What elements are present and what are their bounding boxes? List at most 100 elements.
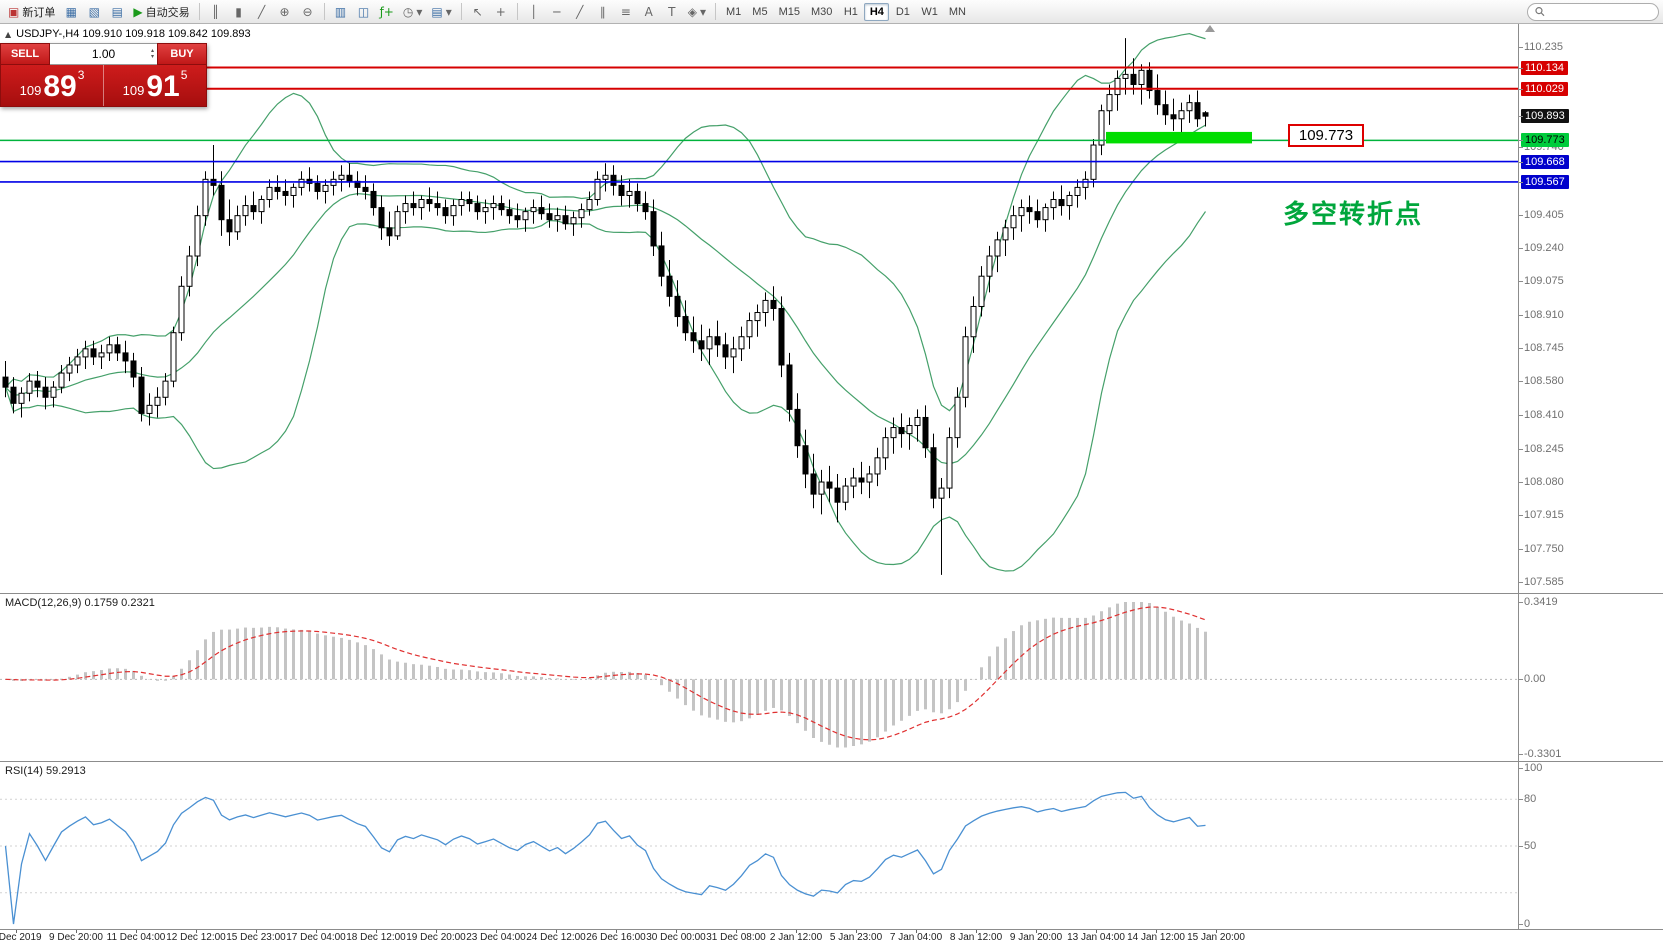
auto-trading-icon: ▶ <box>133 4 143 19</box>
axis-tick <box>1519 181 1523 183</box>
search-box[interactable] <box>1527 2 1659 21</box>
search-icon <box>1535 7 1545 17</box>
axis-tick <box>1519 754 1523 755</box>
time-axis-tick <box>676 930 677 933</box>
axis-label: 107.750 <box>1524 542 1564 555</box>
zoom-in-button[interactable]: ⊕ <box>274 2 296 22</box>
indicators-button[interactable]: ƒ+ <box>376 2 398 22</box>
vertical-line-tool-button[interactable]: │ <box>523 2 545 22</box>
axis-tick <box>1519 88 1523 90</box>
tf-M1[interactable]: M1 <box>721 3 746 21</box>
tile-windows-button[interactable]: ◫ <box>353 2 375 22</box>
panel-toggle-icon[interactable]: ▲ <box>5 29 12 39</box>
channel-icon: ∥ <box>599 4 606 19</box>
fibonacci-tool-button[interactable]: ≡ <box>615 2 637 22</box>
auto-trading-button[interactable]: ▶ 自动交易 <box>129 2 193 22</box>
axis-label: 107.585 <box>1524 575 1564 588</box>
main-chart-canvas[interactable] <box>0 24 1518 594</box>
buy-price[interactable]: 109 91 5 <box>104 65 206 106</box>
sell-button[interactable]: SELL <box>0 43 50 65</box>
panel-divider[interactable] <box>0 593 1663 594</box>
cursor-tool-button[interactable]: ↖ <box>467 2 489 22</box>
axis-label: 108.910 <box>1524 308 1564 321</box>
periods-button[interactable]: ◷ ▾ <box>399 2 427 22</box>
chevron-down-icon: ▾ <box>445 4 452 19</box>
axis-label: 109.405 <box>1524 208 1564 221</box>
time-axis-label: 19 Dec 20:00 <box>406 932 466 943</box>
new-order-button[interactable]: ▣ 新订单 <box>4 2 59 22</box>
chevron-down-icon: ▾ <box>699 4 707 19</box>
time-axis-label: 8 Jan 12:00 <box>949 932 1003 943</box>
tf-M15[interactable]: M15 <box>774 3 805 21</box>
tf-M30[interactable]: M30 <box>806 3 837 21</box>
axis-tick <box>1519 67 1523 69</box>
search-input[interactable] <box>1548 5 1651 18</box>
time-axis-tick <box>976 930 977 933</box>
time-axis-label: 12 Dec 12:00 <box>166 932 226 943</box>
time-axis-tick <box>316 930 317 933</box>
fibonacci-icon: ≡ <box>620 4 631 19</box>
time-axis-label: 9 Jan 20:00 <box>1009 932 1063 943</box>
shapes-tool-button[interactable]: ◈ ▾ <box>684 2 710 22</box>
label-tool-button[interactable]: T <box>661 2 683 22</box>
chart-root: ▲ USDJPY-,H4 109.910 109.918 109.842 109… <box>0 24 1663 944</box>
time-axis-tick <box>436 930 437 933</box>
price-axis-chip: 109.893 <box>1521 109 1569 124</box>
price-axis-chip: 109.773 <box>1521 133 1569 148</box>
channel-tool-button[interactable]: ∥ <box>592 2 614 22</box>
arrange-windows-button[interactable]: ▥ <box>330 2 352 22</box>
tf-MN[interactable]: MN <box>944 3 971 21</box>
price-annotation-box[interactable]: 109.773 <box>1288 124 1364 147</box>
axis-tick <box>1519 161 1523 163</box>
axis-tick <box>1519 116 1523 118</box>
tf-H1[interactable]: H1 <box>838 3 863 21</box>
charts-button[interactable]: ▦ <box>60 2 82 22</box>
macd-canvas[interactable] <box>0 594 1518 762</box>
toolbar-separator <box>323 3 325 20</box>
time-axis-tick <box>376 930 377 933</box>
chinese-annotation[interactable]: 多空转折点 <box>1283 199 1424 229</box>
horizontal-line-icon: ─ <box>553 4 561 19</box>
buy-price-pip: 5 <box>180 68 188 82</box>
tf-M5[interactable]: M5 <box>747 3 772 21</box>
text-tool-button[interactable]: A <box>638 2 660 22</box>
axis-tick <box>1519 140 1523 142</box>
price-axis[interactable]: 110.235 109.740 109.405 109.240 109.075 108.9… <box>1518 24 1663 930</box>
data-window-button[interactable]: ▤ <box>106 2 128 22</box>
macd-label: MACD(12,26,9) 0.1759 0.2321 <box>5 597 155 609</box>
profiles-button[interactable]: ▧ <box>83 2 105 22</box>
time-axis-tick <box>196 930 197 933</box>
axis-label: -0.3301 <box>1524 748 1562 760</box>
vertical-line-icon: │ <box>530 4 538 19</box>
tf-W1[interactable]: W1 <box>916 3 943 21</box>
bar-chart-type-button[interactable]: ║ <box>205 2 227 22</box>
axis-label: 0.3419 <box>1524 596 1558 608</box>
axis-label: 107.915 <box>1524 509 1564 522</box>
buy-button[interactable]: BUY <box>157 43 207 65</box>
tf-H4[interactable]: H4 <box>864 2 890 21</box>
crosshair-tool-button[interactable]: + <box>490 2 512 22</box>
horizontal-line-tool-button[interactable]: ─ <box>546 2 568 22</box>
time-axis-tick <box>1096 930 1097 933</box>
rsi-canvas[interactable] <box>0 762 1518 930</box>
templates-button[interactable]: ▤ ▾ <box>427 2 455 22</box>
axis-label: 109.075 <box>1524 275 1564 288</box>
tf-D1[interactable]: D1 <box>890 3 915 21</box>
template-icon: ▤ <box>431 4 443 19</box>
volume-input[interactable]: 1.00 ▴ ▾ <box>50 43 157 65</box>
price-axis-chip: 109.668 <box>1521 154 1569 169</box>
profiles-icon: ▧ <box>88 4 101 19</box>
main-chart-panel: ▲ USDJPY-,H4 109.910 109.918 109.842 109… <box>0 24 1518 594</box>
axis-tick <box>1519 548 1523 550</box>
time-axis-label: 7 Jan 04:00 <box>889 932 943 943</box>
volume-spinner[interactable]: ▴ ▾ <box>151 48 154 60</box>
zoom-in-icon: ⊕ <box>279 4 290 19</box>
time-axis-tick <box>496 930 497 933</box>
panel-divider[interactable] <box>0 761 1663 762</box>
candlestick-type-button[interactable]: ▮ <box>228 2 250 22</box>
trendline-tool-button[interactable]: ╱ <box>569 2 591 22</box>
line-chart-type-button[interactable]: ╱ <box>251 2 273 22</box>
zoom-out-button[interactable]: ⊖ <box>297 2 319 22</box>
sell-price[interactable]: 109 89 3 <box>1 65 103 106</box>
